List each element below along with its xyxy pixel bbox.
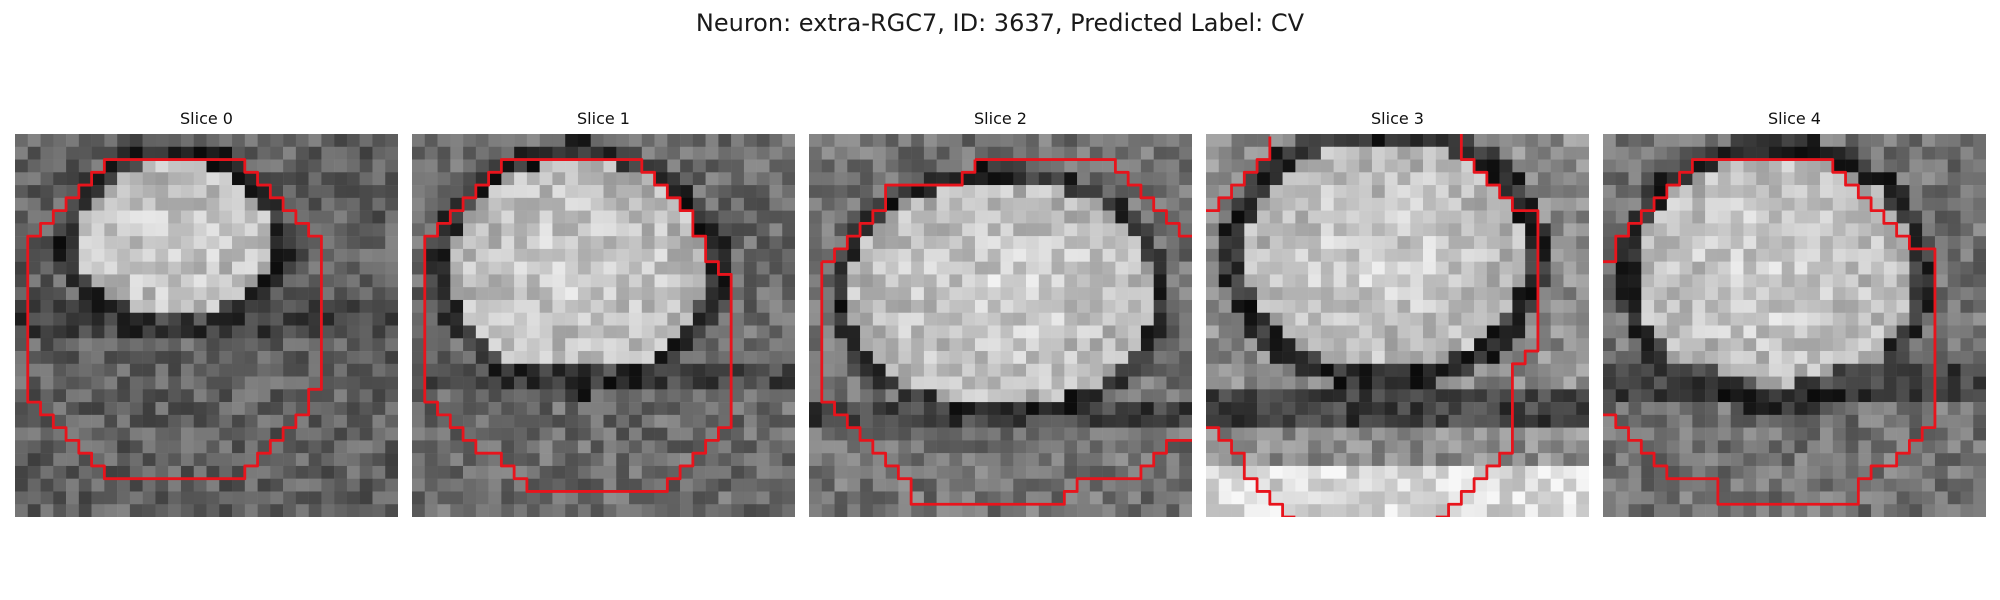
pixel-grid-1 bbox=[412, 134, 795, 517]
slice-title-2: Slice 2 bbox=[974, 109, 1027, 128]
slice-image-2 bbox=[809, 134, 1192, 517]
slice-image-1 bbox=[412, 134, 795, 517]
segmentation-contour-1 bbox=[423, 158, 733, 493]
slice-panel-3: Slice 3 bbox=[1206, 108, 1589, 520]
slice-title-4: Slice 4 bbox=[1768, 109, 1821, 128]
pixel-grid-4 bbox=[1603, 134, 1986, 517]
slice-panel-1: Slice 1 bbox=[412, 108, 795, 520]
segmentation-contour-4 bbox=[1603, 158, 1937, 506]
slice-title-0: Slice 0 bbox=[180, 109, 233, 128]
segmentation-contour-0 bbox=[26, 158, 323, 481]
pixel-grid-3 bbox=[1206, 134, 1589, 517]
slice-title-1: Slice 1 bbox=[577, 109, 630, 128]
slice-image-4 bbox=[1603, 134, 1986, 517]
slice-title-3: Slice 3 bbox=[1371, 109, 1424, 128]
segmentation-contour-3 bbox=[1206, 134, 1540, 517]
pixel-grid-2 bbox=[809, 134, 1192, 517]
slice-image-3 bbox=[1206, 134, 1589, 517]
segmentation-contour-2 bbox=[820, 158, 1192, 506]
slice-panel-4: Slice 4 bbox=[1603, 108, 1986, 520]
slice-image-0 bbox=[15, 134, 398, 517]
slice-panel-0: Slice 0 bbox=[15, 108, 398, 520]
pixel-grid-0 bbox=[15, 134, 398, 517]
figure-title: Neuron: extra-RGC7, ID: 3637, Predicted … bbox=[695, 9, 1305, 37]
slice-panel-2: Slice 2 bbox=[809, 108, 1192, 520]
